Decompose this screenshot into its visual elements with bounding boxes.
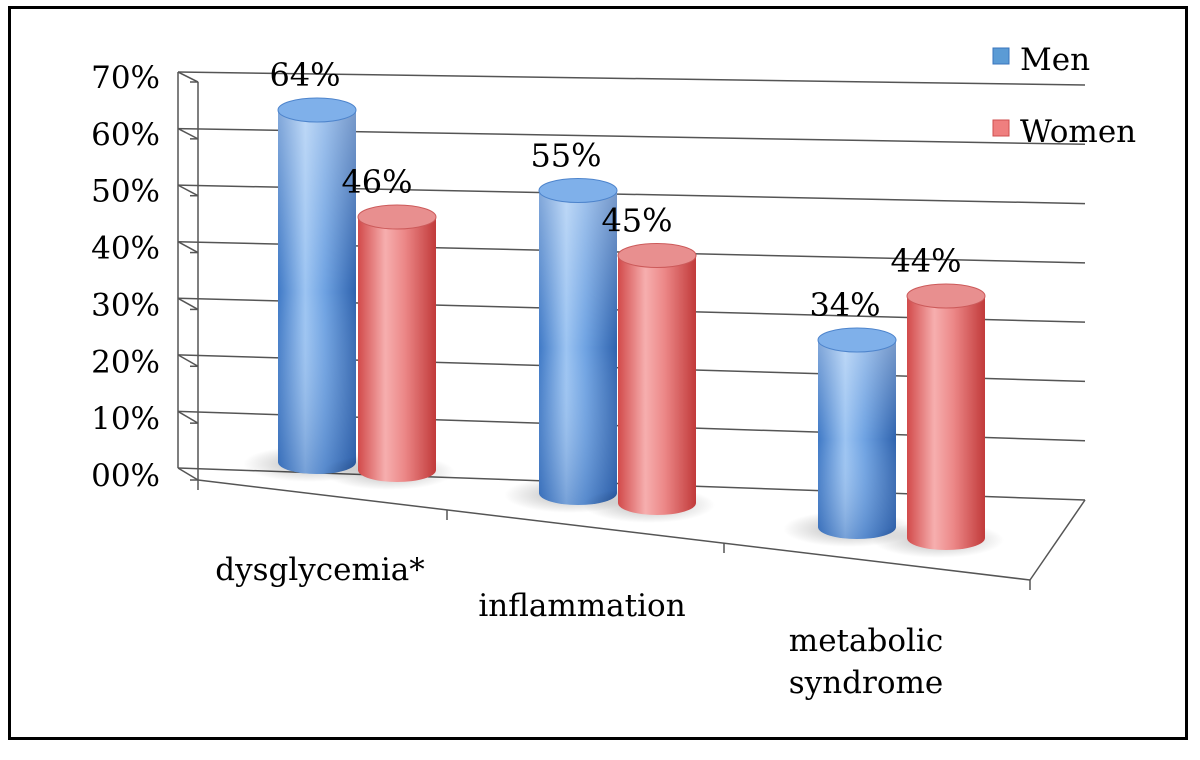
x-category-label: syndrome [789, 665, 943, 701]
bar-men: 55% [504, 137, 636, 513]
floor-left-edge [177, 467, 199, 481]
legend-label: Women [1020, 114, 1136, 150]
x-category-label: metabolic [789, 623, 943, 659]
floor-front-edge [197, 479, 1031, 581]
y-tick-label: 50% [91, 174, 160, 210]
bar-top [538, 178, 618, 203]
bars: 64% 46% 55%45% 34% 44% [243, 56, 1004, 558]
bar-body-shade [818, 340, 896, 539]
y-tick-label: 70% [91, 60, 160, 96]
bar-men: 64% [243, 56, 375, 482]
floor-right-edge [1029, 499, 1086, 581]
y-tick-label: 40% [91, 231, 160, 267]
bar-top [906, 283, 986, 309]
x-axis-category-labels: dysglycemia* inflammation metabolic syndrom… [215, 552, 943, 701]
legend: Men Women [992, 42, 1136, 150]
y-tick-label: 10% [91, 401, 160, 437]
y-tick-label: 30% [91, 287, 160, 323]
data-label: 45% [601, 202, 672, 240]
bar-body-shade [278, 110, 356, 474]
legend-swatch [992, 119, 1010, 137]
data-label: 55% [530, 137, 601, 175]
gridline-side [177, 410, 199, 424]
bar-body-shade [539, 190, 617, 505]
bar-body [907, 296, 985, 550]
data-label: 34% [809, 286, 880, 324]
legend-swatch [992, 47, 1010, 65]
bar-body [618, 255, 696, 515]
data-label: 64% [269, 56, 340, 94]
bar-women: 45% [583, 202, 715, 523]
gridline-side [177, 354, 199, 367]
x-category-label: dysglycemia* [215, 552, 425, 588]
data-label: 44% [890, 242, 961, 280]
bar-women: 46% [323, 163, 455, 490]
bar-body [358, 217, 436, 482]
bar-men: 34% [783, 286, 915, 547]
data-label: 46% [341, 163, 412, 201]
legend-label: Men [1020, 42, 1090, 78]
gridline-side [177, 127, 199, 140]
x-category-label: inflammation [478, 588, 685, 624]
y-tick-label: 00% [91, 458, 160, 494]
y-tick-label: 60% [91, 117, 160, 153]
gridline [177, 71, 1086, 86]
gridline-side [177, 71, 199, 83]
bar-top [357, 204, 437, 230]
bar-top [277, 97, 357, 123]
gridline-side [177, 241, 199, 254]
gridline-side [177, 184, 199, 197]
bar-top [817, 327, 897, 353]
bar-top [617, 243, 697, 268]
gridline-side [177, 297, 199, 311]
y-tick-label: 20% [91, 344, 160, 380]
y-axis-tick-labels: 00% 10% 20% 30% 40% 50% 60% 70% [91, 60, 160, 494]
bar-women: 44% [872, 242, 1004, 558]
